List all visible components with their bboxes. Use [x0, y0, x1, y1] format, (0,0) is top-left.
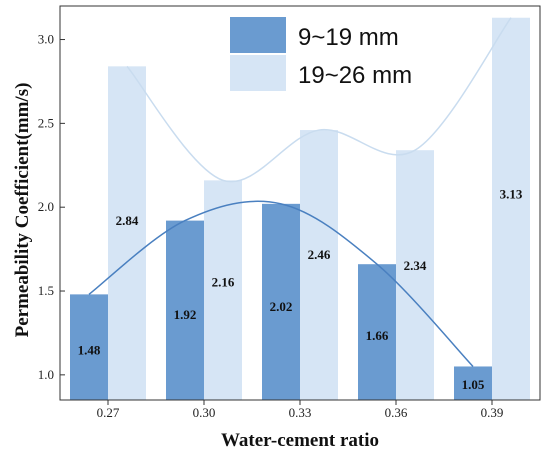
data-label-series-1-0.30: 1.92 [174, 307, 197, 322]
data-label-series-1-0.27: 1.48 [78, 342, 101, 357]
bar-series-1-0.30 [166, 220, 204, 400]
legend: 9~19 mm 19~26 mm [230, 17, 412, 91]
bar-series-2-0.30 [204, 180, 242, 400]
data-label-series-1-0.36: 1.66 [366, 328, 389, 343]
data-label-series-1-0.33: 2.02 [270, 299, 293, 314]
x-tick-label-0.39: 0.39 [481, 405, 504, 420]
data-label-series-2-0.36: 2.34 [404, 258, 427, 273]
bars-layer [70, 17, 530, 400]
legend-swatch-series-1 [230, 17, 286, 53]
data-label-series-2-0.27: 2.84 [116, 213, 139, 228]
trend-line-series-1 [88, 200, 474, 367]
x-axis: 0.27 0.30 0.33 0.36 0.39 [97, 400, 504, 420]
legend-swatch-series-2 [230, 55, 286, 91]
data-labels-layer: 1.48 2.84 1.92 2.16 2.02 2.46 1.66 2.34 1.05 3.13 [78, 187, 523, 392]
trend-layer [88, 17, 512, 367]
data-label-series-2-0.39: 3.13 [500, 187, 523, 202]
x-tick-label-0.33: 0.33 [289, 405, 312, 420]
x-tick-label-0.36: 0.36 [385, 405, 408, 420]
y-tick-label-1.0: 1.0 [38, 367, 54, 382]
legend-label-series-2: 19~26 mm [298, 62, 412, 89]
bar-series-2-0.36 [396, 150, 434, 400]
bar-series-2-0.33 [300, 130, 338, 400]
y-tick-label-3.0: 3.0 [38, 32, 54, 47]
trend-line-series-2 [126, 17, 512, 183]
data-label-series-2-0.30: 2.16 [212, 274, 235, 289]
y-axis-title: Permeability Coefficient(mm/s) [12, 83, 33, 338]
bar-series-1-0.33 [262, 203, 300, 400]
bar-series-1-0.27 [70, 294, 108, 400]
y-tick-label-2.5: 2.5 [38, 115, 54, 130]
bar-series-1-0.39 [454, 366, 492, 400]
x-axis-title: Water-cement ratio [221, 430, 379, 451]
x-tick-label-0.30: 0.30 [193, 405, 216, 420]
y-tick-label-1.5: 1.5 [38, 283, 54, 298]
x-tick-label-0.27: 0.27 [97, 405, 120, 420]
bar-series-2-0.39 [492, 17, 530, 400]
y-axis: 1.0 1.5 2.0 2.5 3.0 [38, 32, 65, 382]
legend-label-series-1: 9~19 mm [298, 24, 399, 51]
bar-series-2-0.27 [108, 66, 146, 400]
y-tick-label-2.0: 2.0 [38, 199, 54, 214]
data-label-series-1-0.39: 1.05 [462, 377, 485, 392]
bar-series-1-0.36 [358, 264, 396, 400]
data-label-series-2-0.33: 2.46 [308, 247, 331, 262]
